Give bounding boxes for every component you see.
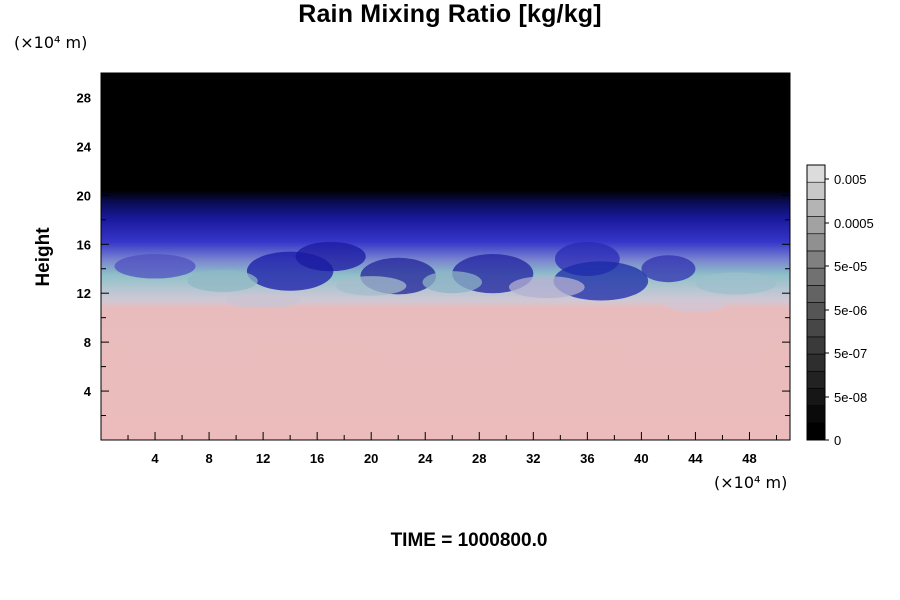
heatmap-field bbox=[101, 73, 790, 440]
colorbar-label: 5e-06 bbox=[834, 303, 867, 318]
y-tick-label: 16 bbox=[77, 237, 91, 252]
y-tick-label: 28 bbox=[77, 90, 91, 105]
mixing-structure bbox=[225, 293, 301, 308]
x-tick-label: 48 bbox=[742, 451, 756, 466]
x-tick-label: 32 bbox=[526, 451, 540, 466]
colorbar-swatch bbox=[806, 388, 826, 406]
colorbar-label: 0.0005 bbox=[834, 216, 874, 231]
mixing-structure bbox=[508, 276, 585, 299]
y-axis-unit: (×10⁴ m) bbox=[14, 33, 88, 52]
colorbar-label: 0 bbox=[834, 433, 841, 448]
x-tick-label: 12 bbox=[256, 451, 270, 466]
mixing-structure bbox=[187, 269, 258, 292]
x-tick-label: 16 bbox=[310, 451, 324, 466]
y-tick-label: 12 bbox=[77, 286, 91, 301]
mixing-structure bbox=[665, 299, 726, 312]
colorbar-frame bbox=[806, 164, 826, 441]
colorbar-swatch bbox=[806, 216, 826, 235]
colorbar-swatch bbox=[806, 181, 826, 200]
chart-title: Rain Mixing Ratio [kg/kg] bbox=[298, 0, 602, 28]
y-tick-label: 8 bbox=[84, 335, 91, 350]
plot-frame bbox=[100, 72, 791, 441]
x-tick-label: 4 bbox=[151, 451, 159, 466]
colorbar-label: 5e-08 bbox=[834, 390, 867, 405]
mixing-structure bbox=[422, 271, 482, 294]
x-tick-label: 40 bbox=[634, 451, 648, 466]
colorbar-swatch bbox=[806, 233, 826, 252]
x-tick-label: 24 bbox=[418, 451, 433, 466]
time-label: TIME = 1000800.0 bbox=[390, 530, 548, 551]
mixing-structure bbox=[114, 254, 196, 279]
mixing-structure bbox=[695, 272, 777, 295]
mixing-structure bbox=[295, 241, 366, 272]
colorbar-label: 5e-05 bbox=[834, 259, 867, 274]
colorbar-label: 5e-07 bbox=[834, 346, 867, 361]
colorbar-swatch bbox=[806, 250, 826, 269]
y-tick-label: 24 bbox=[77, 139, 92, 154]
colorbar-swatch bbox=[806, 302, 826, 320]
colorbar-swatch bbox=[806, 319, 826, 338]
y-tick-label: 4 bbox=[84, 384, 92, 399]
colorbar-swatch bbox=[806, 267, 826, 286]
x-tick-label: 36 bbox=[580, 451, 594, 466]
colorbar-swatch bbox=[806, 353, 826, 372]
x-tick-label: 28 bbox=[472, 451, 486, 466]
colorbar-swatch bbox=[806, 405, 826, 424]
colorbar-swatch bbox=[806, 164, 826, 183]
colorbar-swatch bbox=[806, 422, 826, 441]
x-tick-label: 8 bbox=[205, 451, 212, 466]
colorbar-label: 0.005 bbox=[834, 172, 867, 187]
x-tick-label: 44 bbox=[688, 451, 703, 466]
y-tick-label: 20 bbox=[77, 188, 91, 203]
colorbar-swatch bbox=[806, 199, 826, 217]
colorbar-swatch bbox=[806, 336, 826, 355]
colorbar-swatch bbox=[806, 370, 826, 389]
mixing-structure bbox=[336, 276, 407, 296]
colorbar-swatch bbox=[806, 285, 826, 303]
x-tick-label: 20 bbox=[364, 451, 378, 466]
x-axis-unit: (×10⁴ m) bbox=[714, 473, 788, 492]
mixing-structure bbox=[641, 255, 696, 283]
